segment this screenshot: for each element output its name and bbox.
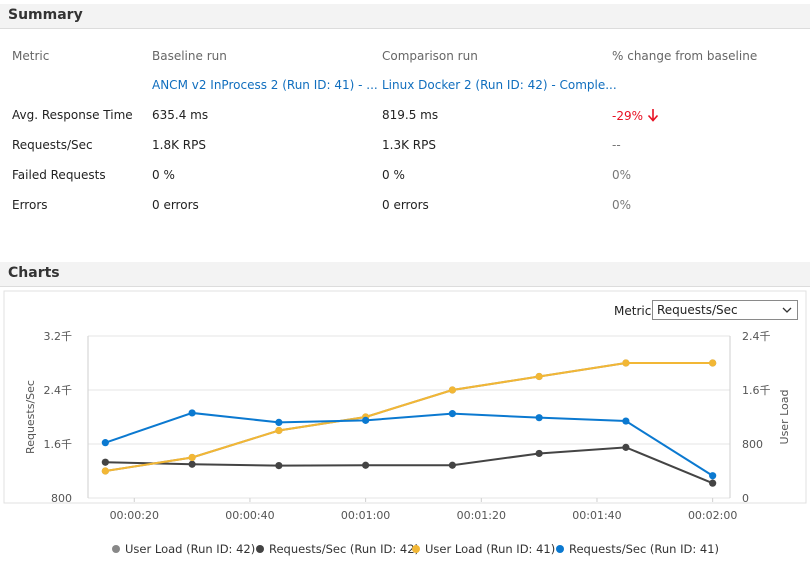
metric-select[interactable]: Requests/Sec [652,300,798,320]
data-point [709,472,717,480]
change-value: -29% [612,109,644,123]
data-point [622,359,630,367]
data-point [535,372,543,381]
legend-label: Requests/Sec (Run ID: 41) [569,542,719,556]
data-point [622,443,630,451]
charts-header: Charts [0,262,810,287]
legend-marker [112,545,120,553]
x-tick-label: 00:01:00 [341,509,390,522]
row-change: 0% [612,168,632,182]
data-point [275,426,283,435]
row-metric: Requests/Sec [12,138,93,152]
row-baseline: 1.8K RPS [152,138,206,152]
row-change: 0% [612,198,632,212]
x-tick-label: 00:02:00 [688,509,737,522]
header-metric: Metric [12,49,50,63]
y-left-tick-label: 800 [51,492,72,505]
legend-label: User Load (Run ID: 42) [125,542,255,556]
data-point [448,410,456,418]
data-point [709,359,717,367]
data-point [622,359,630,367]
row-metric: Avg. Response Time [12,108,133,122]
y-right-tick-label: 800 [742,438,763,451]
y-left-tick-label: 3.2千 [44,330,73,343]
data-point [622,417,630,425]
chevron-down-icon [781,304,793,319]
data-point [362,413,370,421]
row-baseline: 0 % [152,168,175,182]
series-line [105,362,713,472]
data-point [535,449,543,458]
series-line [105,362,713,472]
data-point [188,460,196,468]
metric-select-label: Metric: [614,304,656,318]
y-left-tick-label: 2.4千 [44,384,73,397]
metric-select-value: Requests/Sec [657,303,738,317]
data-point [362,416,370,424]
data-point [101,439,109,447]
x-tick-label: 00:00:40 [225,509,274,522]
legend-label: User Load (Run ID: 41) [425,542,555,556]
row-baseline: 635.4 ms [152,108,209,122]
row-comparison: 0 % [382,168,405,182]
x-tick-label: 00:01:20 [457,509,506,522]
y-right-axis-title: User Load [778,390,791,445]
y-left-tick-label: 1.6千 [44,438,73,451]
data-point [188,453,196,462]
data-point [448,386,456,394]
data-point [188,453,196,462]
data-point [709,359,717,367]
data-point [448,386,456,394]
data-point [448,461,456,469]
row-metric: Failed Requests [12,168,106,182]
data-point [535,414,543,422]
arrow-down-icon [647,108,659,125]
data-point [101,458,109,466]
chart-border [3,290,807,504]
data-point [362,413,370,421]
summary-header: Summary [0,4,810,29]
data-point [188,409,196,417]
y-right-tick-label: 1.6千 [742,384,771,397]
row-comparison: 0 errors [382,198,429,212]
summary-title: Summary [8,7,83,23]
data-point [275,426,283,435]
series-line [105,411,714,477]
baseline-run-link[interactable]: ANCM v2 InProcess 2 (Run ID: 41) - ... [152,78,378,92]
charts-title: Charts [8,265,60,281]
row-baseline: 0 errors [152,198,199,212]
legend-marker [256,545,264,553]
row-change-negative: -29% [612,108,659,125]
row-metric: Errors [12,198,48,212]
y-right-tick-label: 0 [742,492,749,505]
data-point [709,479,717,487]
comparison-run-link[interactable]: Linux Docker 2 (Run ID: 42) - Comple... [382,78,617,92]
data-point [275,418,283,426]
row-comparison: 819.5 ms [382,108,439,122]
data-point [101,467,109,475]
row-change: -- [612,138,621,152]
header-baseline: Baseline run [152,49,227,63]
x-tick-label: 00:00:20 [110,509,159,522]
legend-marker [412,545,420,553]
data-point [275,462,283,470]
data-point [101,467,109,475]
row-comparison: 1.3K RPS [382,138,436,152]
x-tick-label: 00:01:40 [572,509,621,522]
legend-marker [556,545,564,553]
data-point [535,372,543,381]
series-line [105,446,714,485]
y-right-tick-label: 2.4千 [742,330,771,343]
data-point [362,461,370,469]
legend-label: Requests/Sec (Run ID: 42) [269,542,419,556]
header-change: % change from baseline [612,49,758,63]
header-comparison: Comparison run [382,49,478,63]
y-left-axis-title: Requests/Sec [24,380,37,454]
